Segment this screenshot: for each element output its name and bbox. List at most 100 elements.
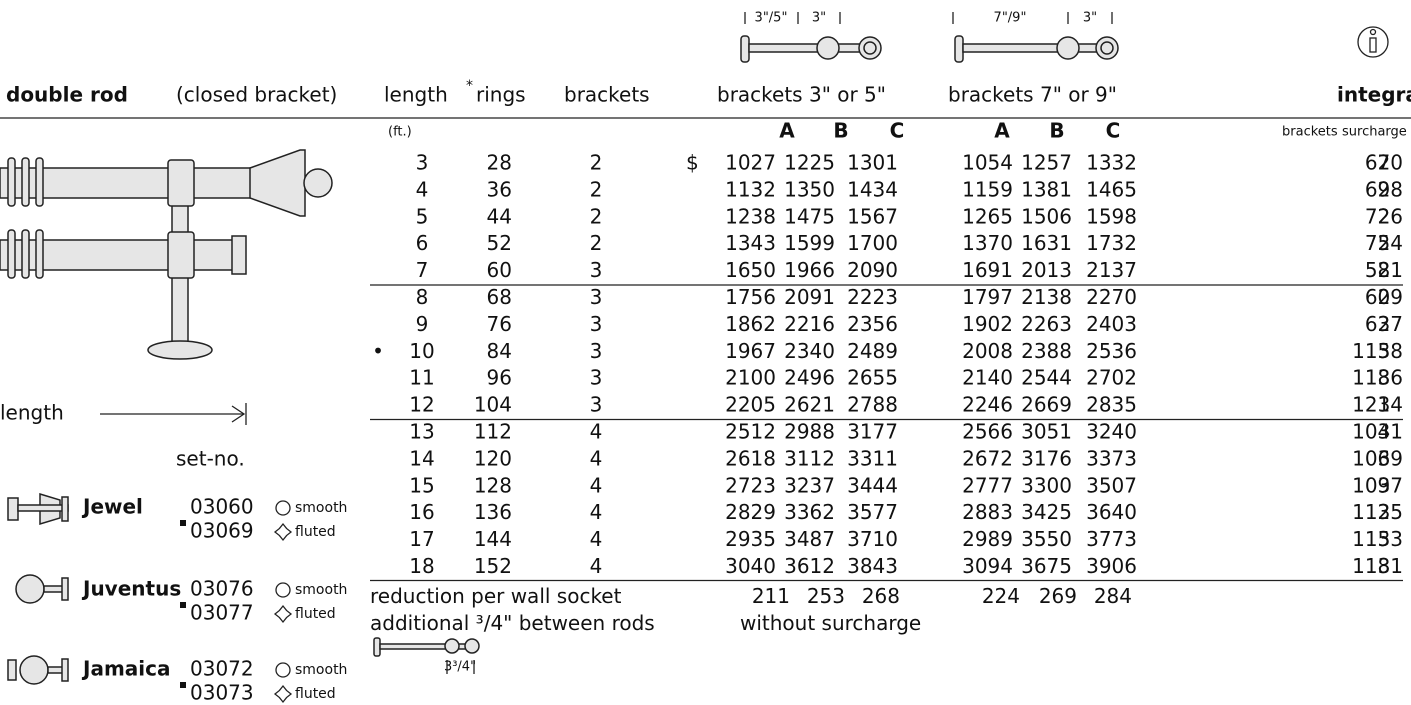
cell: 120 [474, 446, 512, 470]
cell: 2883 [962, 500, 1013, 524]
sub-col: A [779, 119, 795, 143]
cell: 17 [409, 527, 434, 551]
info-icon [1357, 26, 1389, 58]
length-arrow [100, 403, 247, 425]
product-name: Juventus [81, 577, 181, 601]
cell: 3 [1378, 366, 1391, 390]
reduction-value: 269 [1039, 584, 1077, 608]
cell: 1650 [725, 258, 776, 282]
cell: 4 [590, 500, 603, 524]
cell: 1862 [725, 312, 776, 336]
cell: 2388 [1021, 339, 1072, 363]
cell: 60 [487, 258, 512, 282]
cell: 3 [590, 258, 603, 282]
group1-dim: 3"/5" [755, 11, 788, 26]
cell: 2100 [725, 366, 776, 390]
cell: 2 [590, 204, 603, 228]
title: double rod [6, 83, 128, 107]
cell: 2 [1378, 151, 1391, 175]
cell: 1732 [1086, 231, 1137, 255]
cell: 2223 [847, 285, 898, 309]
cell: 726 [1365, 204, 1403, 228]
cell: 3300 [1021, 473, 1072, 497]
cell: 2489 [847, 339, 898, 363]
cell: 3 [1378, 393, 1391, 417]
reduction-label: reduction per wall socket [370, 584, 622, 608]
cell: 3094 [962, 554, 1013, 578]
sub-col: C [890, 119, 905, 143]
cell: 1097 [1352, 473, 1403, 497]
reduction-value: 211 [752, 584, 790, 608]
cell: 2496 [784, 366, 835, 390]
cell: 4 [590, 420, 603, 444]
cell: 15 [409, 473, 434, 497]
sub-integral: brackets [1282, 125, 1338, 140]
note-additional: additional ³/4" between rods [370, 611, 655, 635]
cell: 698 [1365, 177, 1403, 201]
cell: 7 [416, 258, 429, 282]
cell: 2013 [1021, 258, 1072, 282]
bracket-icon-3-5 [740, 12, 882, 63]
cell: 1343 [725, 231, 776, 255]
integral-label: integral [1337, 83, 1411, 107]
reduction-value: 284 [1094, 584, 1132, 608]
cell: 2 [1378, 312, 1391, 336]
cell: 3773 [1086, 527, 1137, 551]
cell: 9 [416, 312, 429, 336]
cell: 2356 [847, 312, 898, 336]
cell: 3550 [1021, 527, 1072, 551]
finish: smooth [295, 662, 347, 678]
cell: 136 [474, 500, 512, 524]
cell: 3 [590, 339, 603, 363]
cell: 2 [1378, 285, 1391, 309]
cell: 2 [1378, 258, 1391, 282]
cell: 28 [487, 151, 512, 175]
cell: 152 [474, 554, 512, 578]
cell: 2216 [784, 312, 835, 336]
cell: 84 [487, 339, 512, 363]
finish-icon [273, 522, 293, 542]
cell: 3177 [847, 420, 898, 444]
cell: 3906 [1086, 554, 1137, 578]
cell: 2566 [962, 420, 1013, 444]
set-no: 03073 [190, 681, 254, 705]
cell: 2536 [1086, 339, 1137, 363]
cell: 2621 [784, 393, 835, 417]
cell: 3112 [784, 446, 835, 470]
finish: fluted [295, 606, 336, 622]
cell: 76 [487, 312, 512, 336]
cell: 2 [590, 177, 603, 201]
set-no: 03072 [190, 657, 254, 681]
cell: 3675 [1021, 554, 1072, 578]
spacing-icon [373, 637, 480, 674]
cell: 128 [474, 473, 512, 497]
cell: 2988 [784, 420, 835, 444]
cell: 5 [416, 204, 429, 228]
cell: 1475 [784, 204, 835, 228]
cell: 13 [409, 420, 434, 444]
cell: 2 [590, 231, 603, 255]
cell: 1125 [1352, 500, 1403, 524]
cell: 11 [409, 366, 434, 390]
cell: 16 [409, 500, 434, 524]
finish: fluted [295, 686, 336, 702]
cell: 2544 [1021, 366, 1072, 390]
cell: 3 [1378, 554, 1391, 578]
cell: 104 [474, 393, 512, 417]
cell: 3577 [847, 500, 898, 524]
cell: 3240 [1086, 420, 1137, 444]
cell: 10 [409, 339, 434, 363]
cell: 68 [487, 285, 512, 309]
cell: 2835 [1086, 393, 1137, 417]
cell: 3 [1378, 473, 1391, 497]
cell: 1465 [1086, 177, 1137, 201]
cell: 2669 [1021, 393, 1072, 417]
cell: 112 [474, 420, 512, 444]
cell: 1631 [1021, 231, 1072, 255]
new-marker [180, 682, 186, 688]
set-no: 03076 [190, 577, 254, 601]
finish-icon [275, 662, 291, 678]
cell: 1797 [962, 285, 1013, 309]
cell: 2091 [784, 285, 835, 309]
